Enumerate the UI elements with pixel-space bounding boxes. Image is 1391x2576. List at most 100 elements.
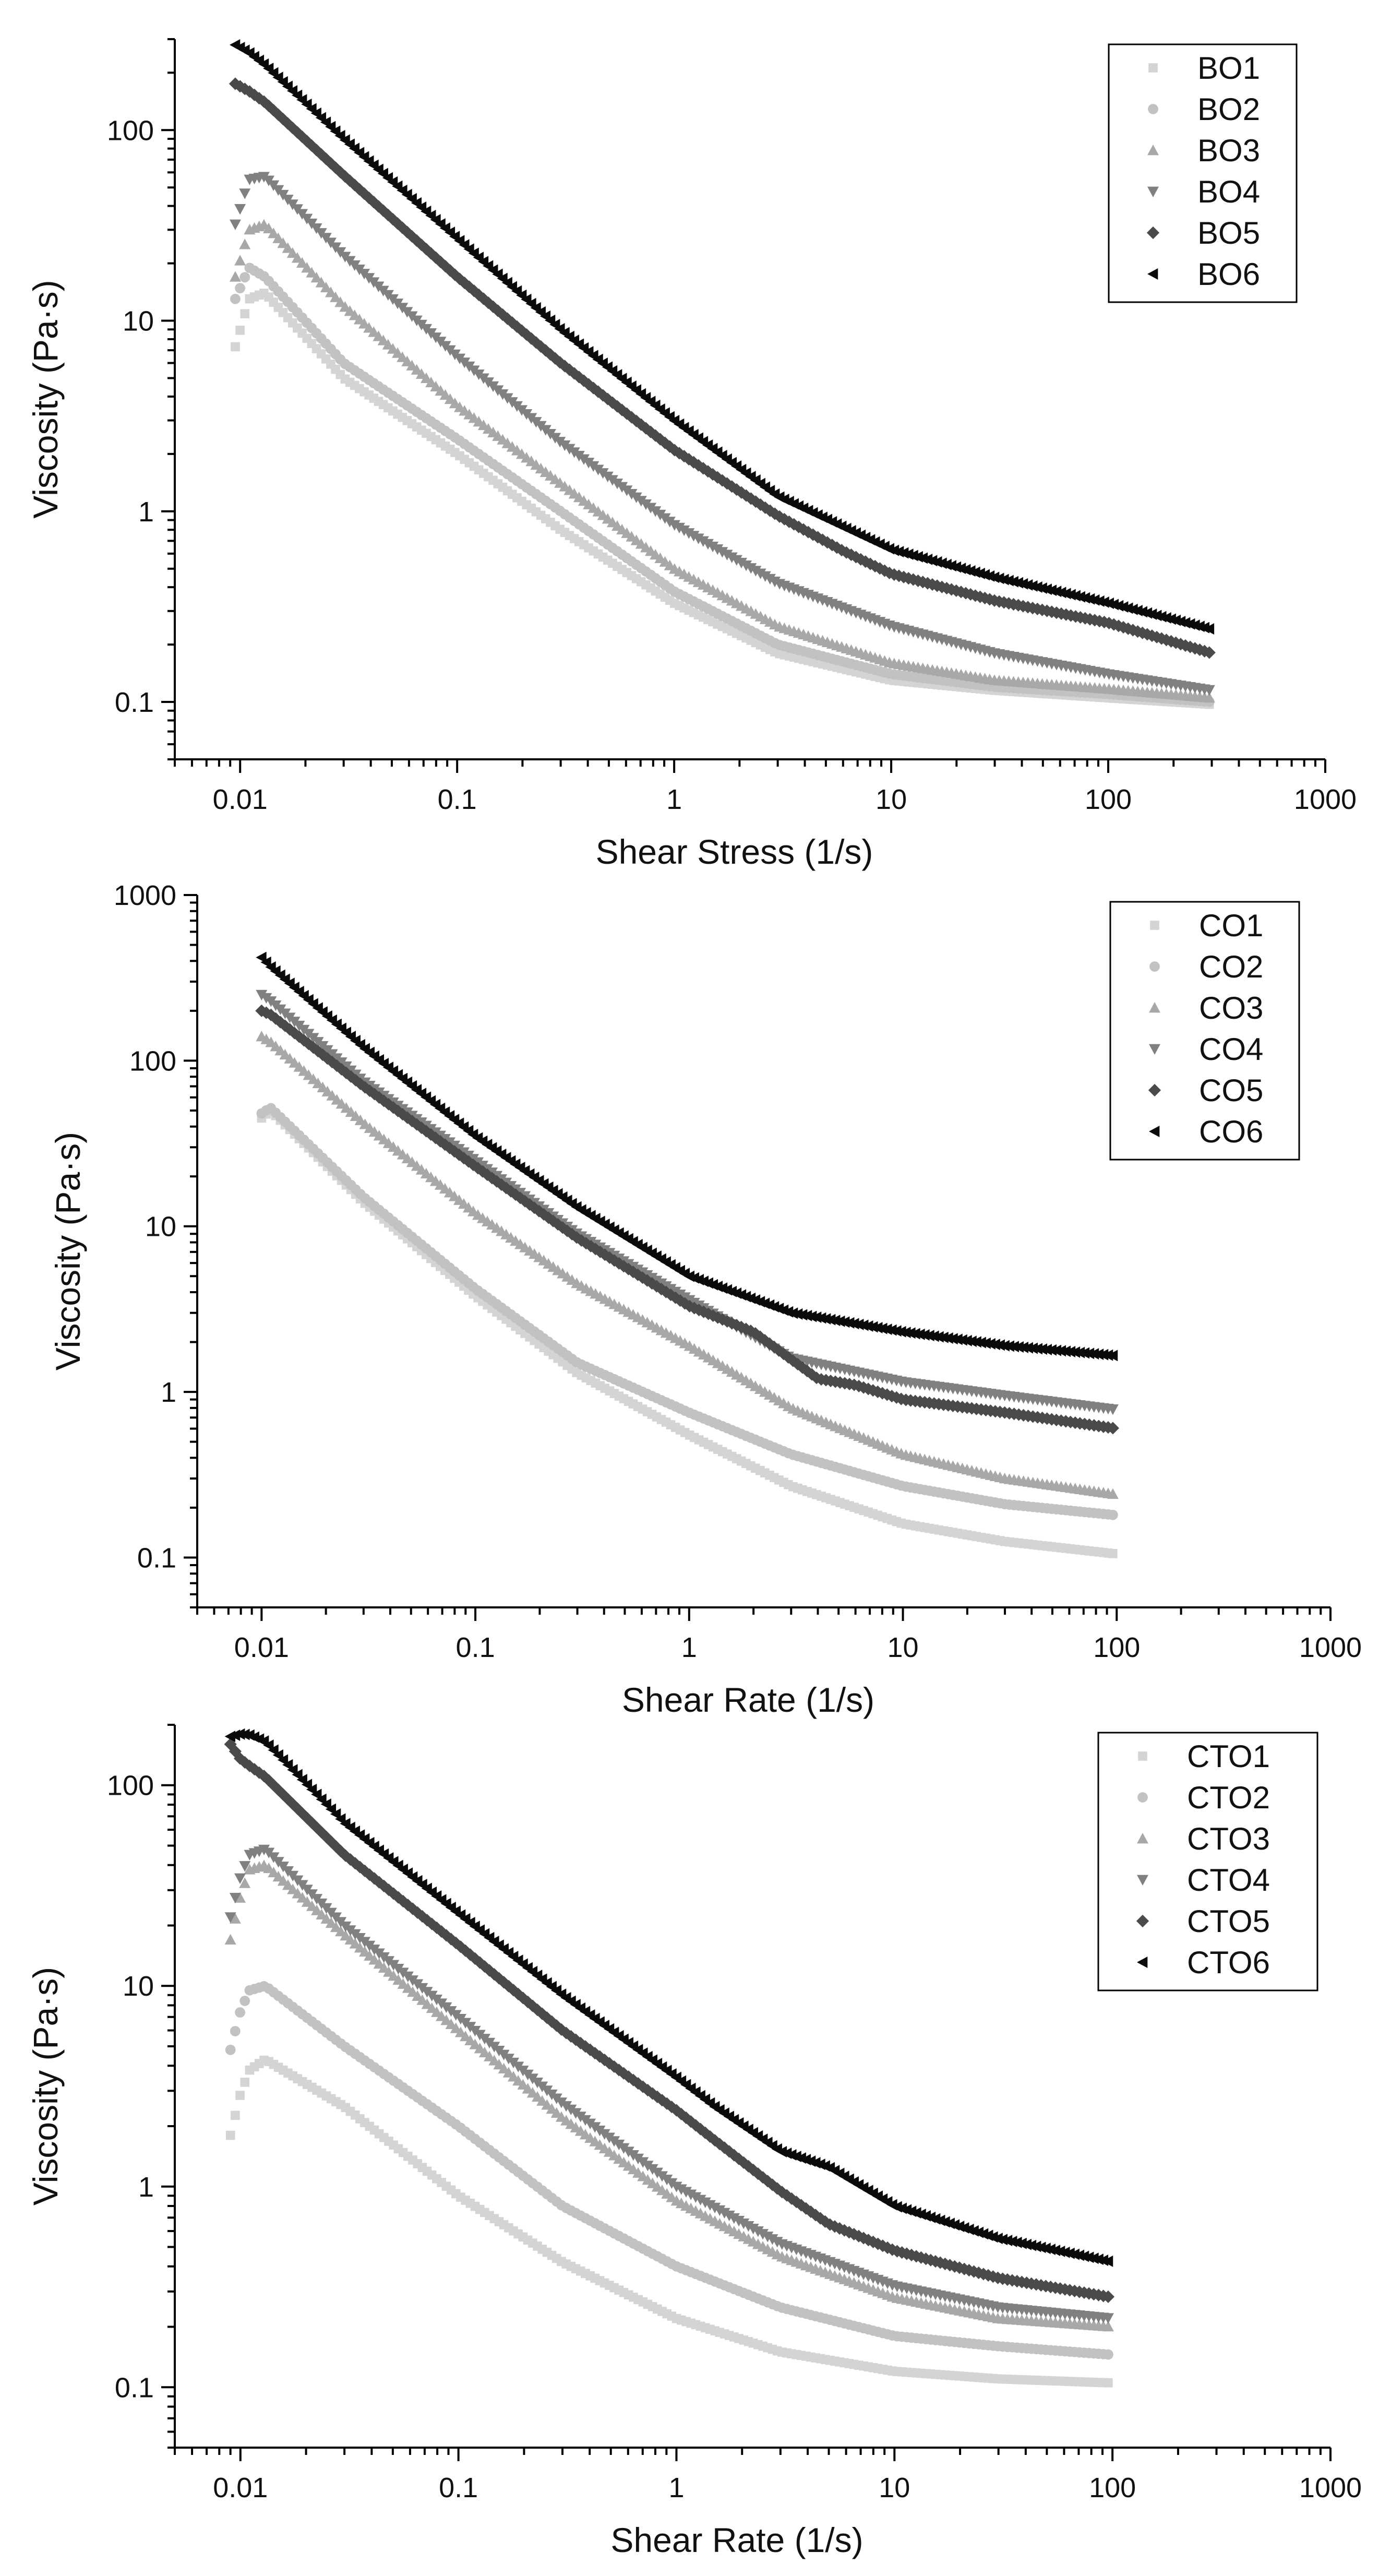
data-point <box>771 2182 784 2195</box>
data-point <box>994 1339 1005 1351</box>
data-point <box>598 2129 610 2140</box>
data-point <box>735 486 748 499</box>
data-point <box>589 2122 601 2133</box>
data-point <box>1083 1347 1095 1359</box>
data-point <box>272 1749 283 1761</box>
legend-label: CO5 <box>1199 1073 1263 1108</box>
data-point <box>651 2167 663 2178</box>
data-point <box>725 1317 738 1330</box>
data-point <box>325 287 337 297</box>
data-point <box>1088 1348 1099 1360</box>
data-point <box>886 1324 897 1336</box>
data-point <box>706 468 720 481</box>
data-point <box>391 217 404 230</box>
legend-marker <box>1137 1957 1148 1968</box>
data-point <box>751 2167 764 2180</box>
data-point <box>515 324 529 337</box>
data-point <box>330 1059 343 1072</box>
data-point <box>993 573 1004 585</box>
data-point <box>459 1944 472 1957</box>
data-point <box>334 296 346 307</box>
data-point <box>458 276 471 290</box>
series-CO4 <box>256 989 1119 1415</box>
y-axis-title: Viscosity (Pa·s) <box>49 1132 87 1370</box>
y-tick-label: 1 <box>161 1377 176 1408</box>
data-point <box>606 475 618 486</box>
data-point <box>1027 1342 1038 1354</box>
data-point <box>840 546 853 559</box>
x-tick-label: 100 <box>1093 1632 1140 1663</box>
data-point <box>687 456 700 469</box>
data-point <box>640 499 652 510</box>
x-tick-label: 0.01 <box>234 1632 289 1663</box>
x-tick-label: 10 <box>879 2472 910 2503</box>
data-point <box>985 1338 996 1350</box>
data-point <box>240 2078 250 2087</box>
data-point <box>443 1141 457 1154</box>
data-point <box>811 1311 822 1323</box>
data-point <box>225 2130 235 2140</box>
series-BO5 <box>229 77 1216 659</box>
legend-marker <box>1137 1792 1148 1803</box>
chart-2: 0.01 0.1 1 10 100 1000 0.1 1 10 100 1000 Shear Rate… <box>49 880 1362 1719</box>
data-point <box>491 304 505 317</box>
data-point <box>905 1327 916 1339</box>
data-point <box>547 1214 560 1227</box>
data-point <box>306 1783 317 1795</box>
legend-label: CTO5 <box>1187 1904 1270 1939</box>
data-point <box>439 260 452 273</box>
data-point <box>613 2139 625 2151</box>
data-point <box>296 1774 307 1786</box>
x-tick-label: 0.01 <box>213 2472 268 2503</box>
series-CTO3 <box>224 1859 1114 2332</box>
y-tick-label: 0.1 <box>115 2372 154 2403</box>
data-point <box>335 1813 346 1825</box>
data-point <box>592 385 605 398</box>
data-point <box>718 2141 731 2154</box>
data-point <box>862 2234 875 2247</box>
data-point <box>828 2220 842 2233</box>
data-point <box>800 1364 814 1378</box>
data-point <box>310 144 323 157</box>
data-point <box>1097 2255 1109 2267</box>
data-point <box>721 550 733 560</box>
data-point <box>1003 575 1014 587</box>
data-point <box>871 2237 884 2250</box>
data-point <box>740 489 753 502</box>
data-point <box>583 458 595 469</box>
x-tick-label: 10 <box>876 784 907 815</box>
data-point <box>1032 581 1042 593</box>
data-point <box>410 234 423 247</box>
x-tick-label: 1 <box>668 2472 684 2503</box>
data-point <box>307 1041 320 1054</box>
x-tick-label: 1 <box>681 1632 697 1663</box>
data-point <box>401 225 414 238</box>
data-point <box>620 407 633 420</box>
data-point <box>1022 1342 1033 1354</box>
data-point <box>510 320 523 333</box>
data-point <box>253 92 266 105</box>
y-tick-label: 0.1 <box>137 1542 176 1573</box>
legend-marker <box>1137 1833 1148 1844</box>
legend-label: CTO2 <box>1187 1780 1270 1815</box>
data-point <box>759 571 771 582</box>
data-point <box>1073 2249 1085 2261</box>
data-point <box>711 1311 724 1324</box>
data-point <box>806 1310 817 1322</box>
data-point <box>1021 2238 1032 2250</box>
data-point <box>867 2235 880 2248</box>
data-point <box>1064 1346 1076 1358</box>
data-point <box>688 531 700 542</box>
data-point <box>316 1048 329 1062</box>
data-point <box>315 277 327 288</box>
data-point <box>1203 685 1215 696</box>
data-point <box>235 326 245 335</box>
data-point <box>272 232 284 243</box>
data-point <box>434 255 447 269</box>
data-point <box>256 951 267 963</box>
data-point <box>405 230 418 243</box>
data-point <box>740 560 752 571</box>
data-point <box>627 2150 639 2161</box>
data-point <box>597 468 609 479</box>
data-point <box>1102 2255 1113 2267</box>
